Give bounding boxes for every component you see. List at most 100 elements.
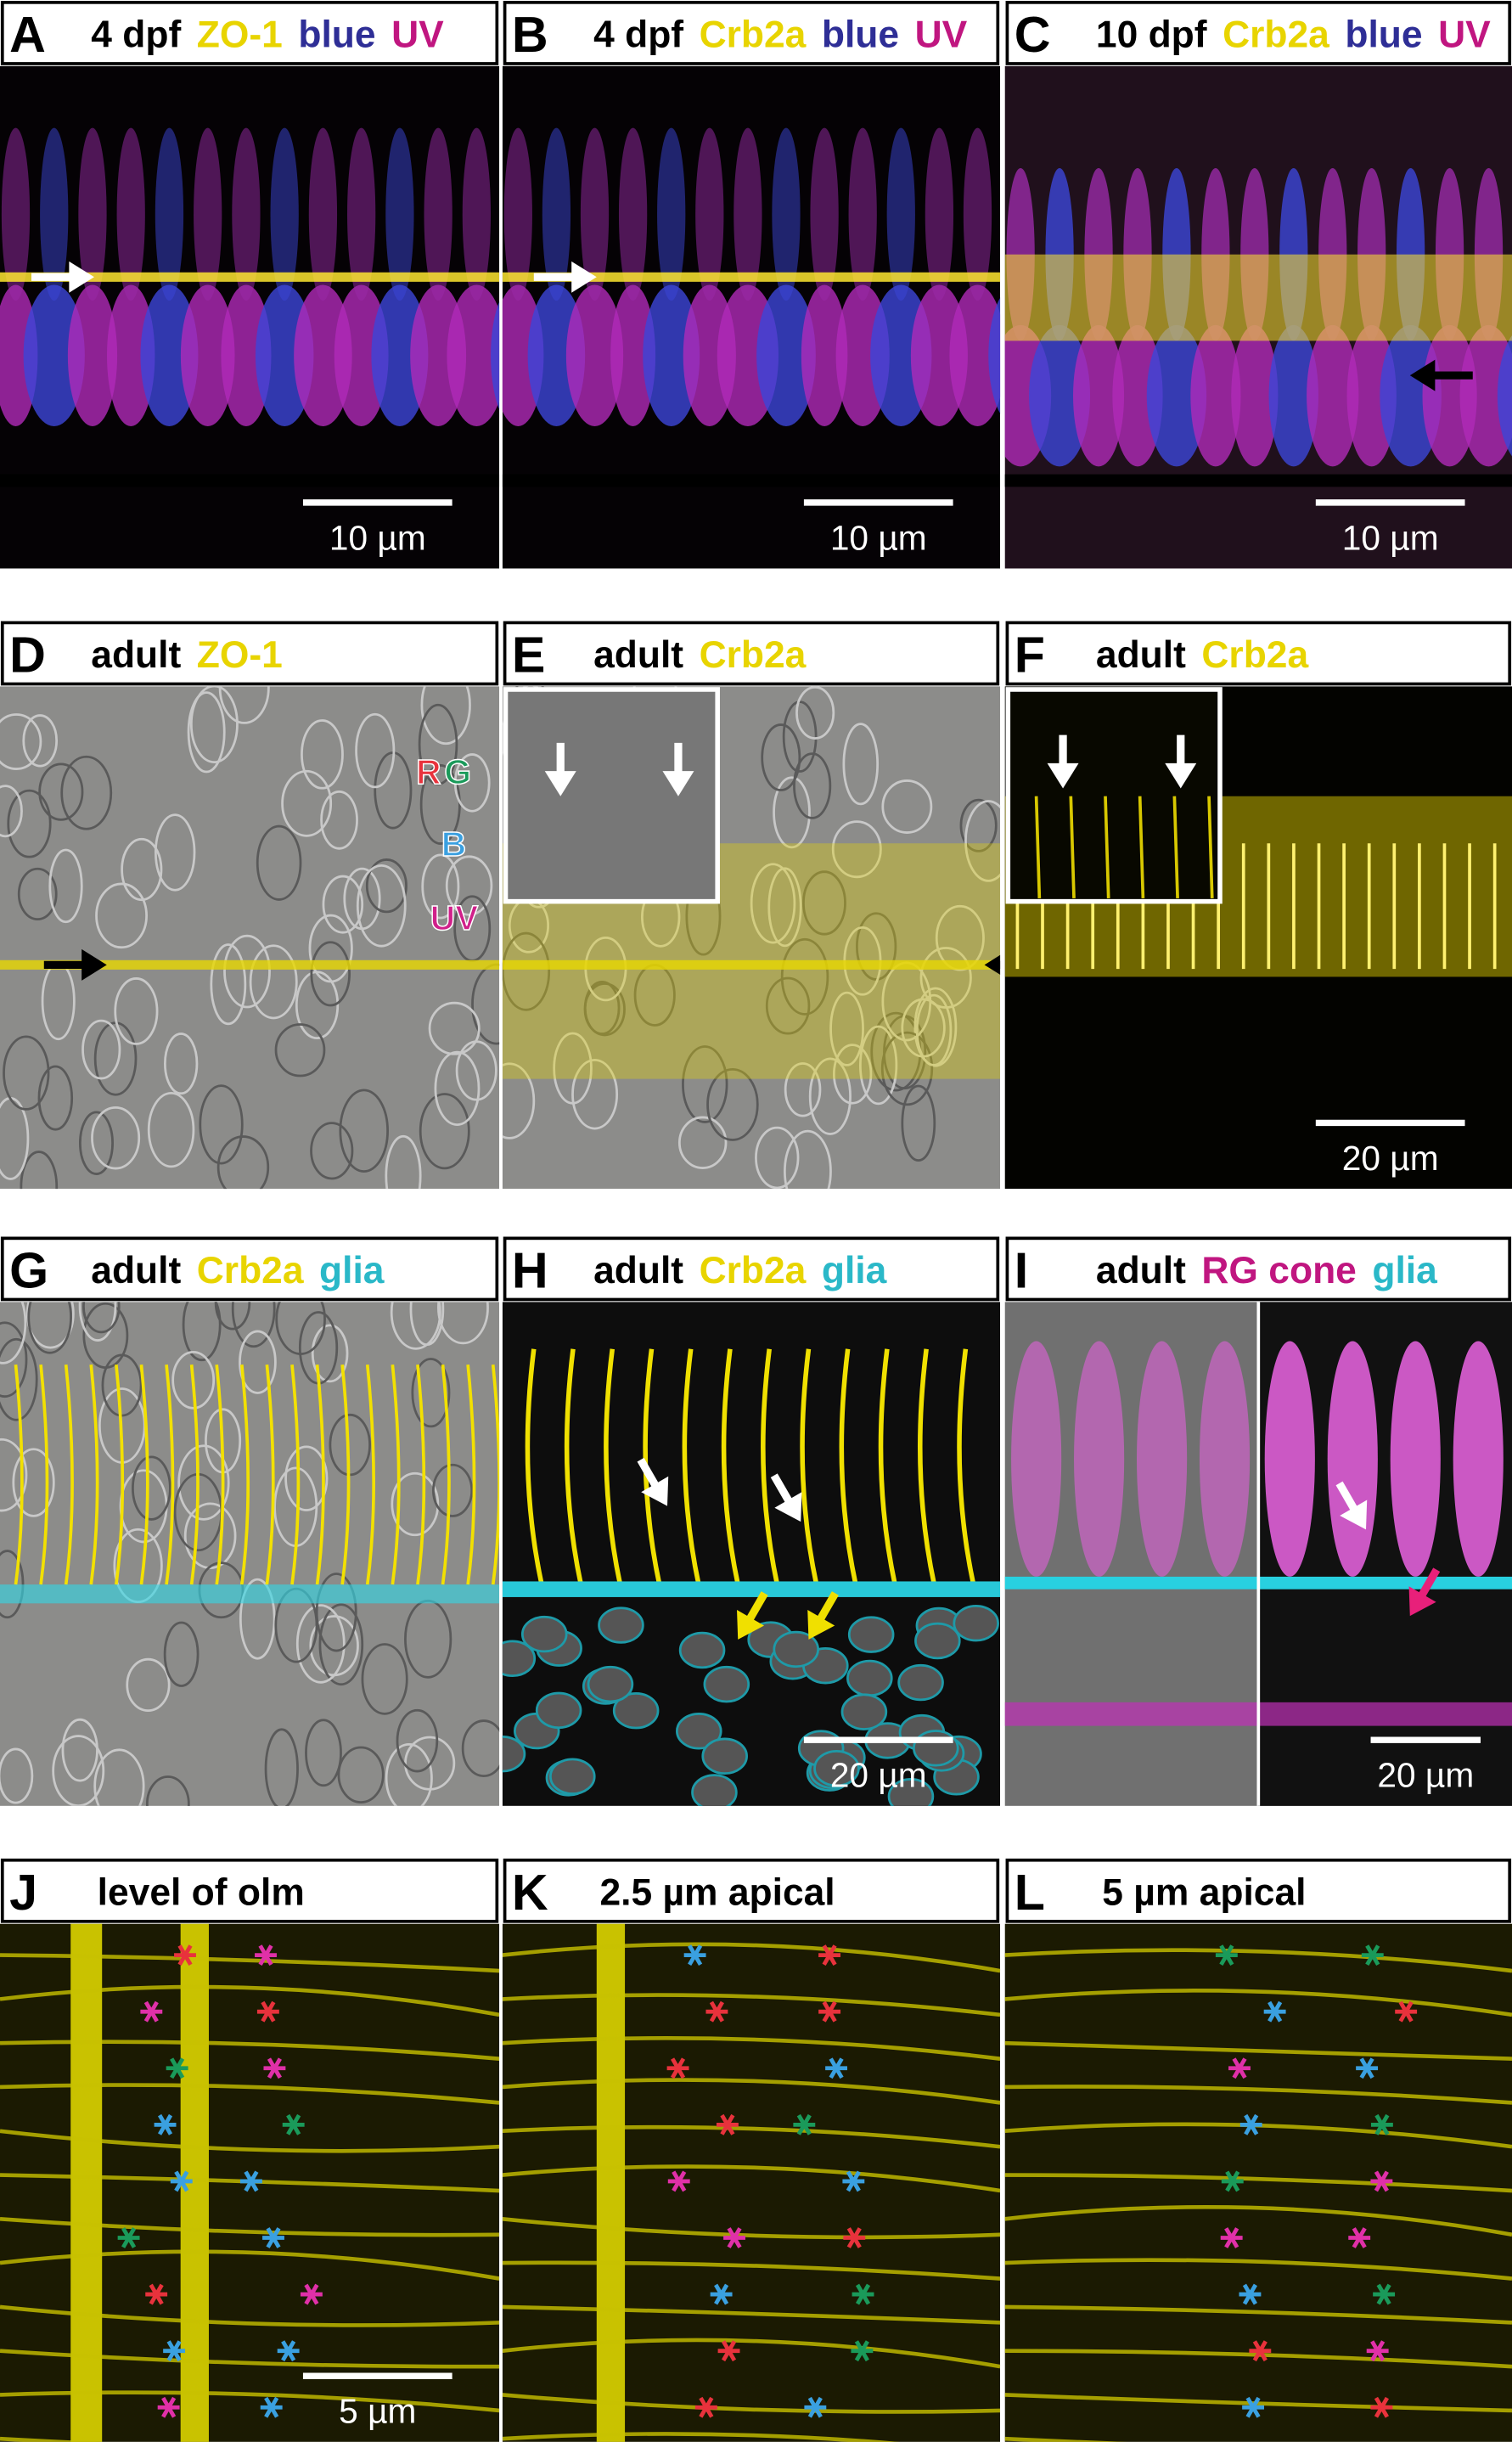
- micrograph: [0, 686, 500, 1190]
- title-part: RG cone: [1201, 1250, 1356, 1291]
- asterisk: [281, 2340, 296, 2362]
- nucleus: [678, 1631, 726, 1669]
- layer: [0, 474, 500, 487]
- glia-fiber: [340, 1364, 351, 1585]
- cell: [22, 714, 59, 768]
- cell: [420, 686, 471, 746]
- title-part: glia: [822, 1250, 887, 1291]
- asterisk: [671, 2057, 686, 2079]
- panel: A 4 dpf ZO-1 blue UV 10 µm: [0, 0, 500, 569]
- cell: [831, 820, 882, 879]
- cone-outline: [502, 1993, 1001, 2017]
- asterisk: [1232, 2057, 1247, 2079]
- inset: [1005, 687, 1223, 904]
- cell: [163, 1621, 200, 1687]
- cell: [396, 1708, 439, 1773]
- header-box: [0, 0, 499, 65]
- image-bg: [1004, 1923, 1512, 2442]
- arrow-head: [1409, 359, 1436, 391]
- glia-fiber: [391, 1364, 401, 1585]
- micrograph: [502, 65, 1001, 569]
- cell: [3, 1035, 50, 1111]
- arrow-head: [737, 1609, 765, 1640]
- cell: [385, 1743, 433, 1806]
- annotation: UV: [430, 898, 479, 937]
- title-part: blue: [298, 14, 375, 56]
- glia: [1004, 1576, 1259, 1590]
- glia-fiber: [215, 1364, 225, 1585]
- cone-outline: [1004, 2258, 1512, 2281]
- nucleus: [520, 1615, 568, 1653]
- panel-title: 4 dpf ZO-1 blue UV: [91, 14, 444, 56]
- cell: [842, 723, 880, 806]
- cell: [502, 931, 551, 1011]
- cell: [187, 691, 226, 774]
- micrograph: [0, 65, 500, 569]
- nucleus: [773, 1630, 819, 1668]
- asterisk: [161, 2396, 177, 2418]
- cell: [1497, 335, 1512, 457]
- header-box: [0, 1858, 499, 1923]
- crb-fiber: [839, 1348, 858, 1585]
- signal: [502, 272, 1001, 282]
- cell: [23, 284, 85, 427]
- cell: [553, 1032, 593, 1105]
- asterisk: [1244, 2113, 1259, 2135]
- micrograph: [502, 1302, 1001, 1806]
- cell: [1307, 324, 1359, 467]
- header-box: [503, 1236, 1000, 1302]
- cell: [93, 1748, 145, 1806]
- nucleus: [535, 1691, 582, 1730]
- title-part: glia: [1372, 1250, 1437, 1291]
- nucleus: [502, 1640, 537, 1677]
- cell: [461, 1719, 500, 1777]
- nucleus: [953, 1604, 999, 1642]
- cell: [78, 1302, 117, 1342]
- asterisk: [822, 2000, 837, 2023]
- panel: B 4 dpf Crb2a blue UV 10 µm: [502, 0, 1001, 569]
- cell: [801, 284, 848, 427]
- crb-fiber: [604, 1348, 623, 1585]
- cell: [780, 937, 829, 1016]
- cell: [1380, 324, 1442, 467]
- cell: [180, 284, 235, 427]
- scale-label: 10 µm: [1342, 518, 1439, 557]
- cell: [755, 1126, 800, 1190]
- header-box: [503, 0, 1000, 65]
- nucleus: [846, 1659, 893, 1697]
- glia-fiber: [239, 1364, 250, 1585]
- cell: [114, 977, 159, 1045]
- cell: [832, 1044, 873, 1105]
- cell: [503, 127, 532, 301]
- asterisk: [166, 2340, 182, 2362]
- cone-outline: [502, 2036, 1001, 2061]
- cell: [154, 813, 196, 892]
- asterisk: [727, 2227, 742, 2248]
- arrow-head: [82, 948, 107, 981]
- olm-band: [596, 1923, 626, 2442]
- cell: [886, 127, 915, 301]
- header-box: [1005, 1236, 1512, 1302]
- cone-outline: [502, 2338, 1001, 2369]
- cone-outline: [502, 2124, 1001, 2149]
- asterisk: [121, 2227, 137, 2248]
- crb-fiber: [957, 1348, 976, 1585]
- cell: [610, 284, 656, 427]
- cell: [0, 1337, 38, 1421]
- title-part: level of olm: [98, 1871, 305, 1913]
- asterisk: [709, 2000, 724, 2023]
- signal-fiber: [1207, 796, 1214, 898]
- cell: [239, 1578, 276, 1660]
- asterisk: [267, 2057, 282, 2079]
- micrograph: [1004, 1302, 1512, 1806]
- panel: K 2.5 µm apical: [502, 1858, 1001, 2442]
- asterisk: [1365, 1944, 1380, 1967]
- cell: [695, 127, 724, 301]
- cell: [334, 284, 389, 427]
- title-part: 5 µm apical: [1102, 1871, 1306, 1913]
- panel-letter: C: [1015, 6, 1051, 63]
- scale-label: 20 µm: [1377, 1756, 1474, 1795]
- cell: [301, 719, 344, 790]
- signal-fiber: [1104, 796, 1110, 898]
